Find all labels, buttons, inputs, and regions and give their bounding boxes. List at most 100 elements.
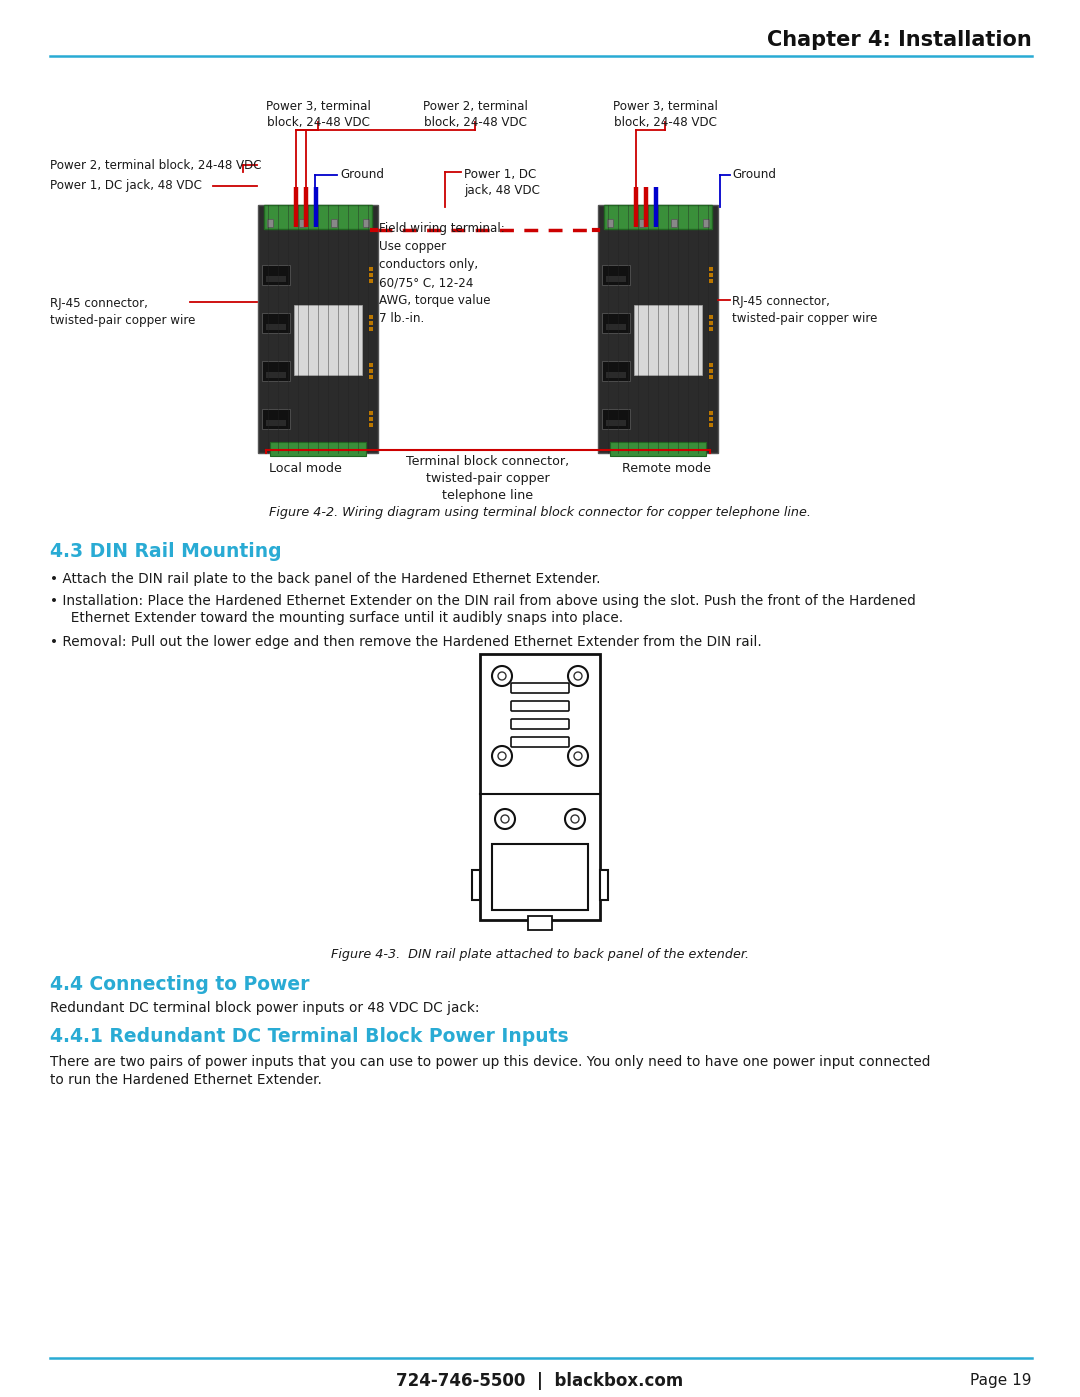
Bar [610, 441, 706, 455]
Circle shape [492, 746, 512, 766]
Bar [262, 313, 291, 332]
Text: Power 2, terminal
block, 24-48 VDC: Power 2, terminal block, 24-48 VDC [422, 101, 527, 129]
Bar [598, 205, 718, 453]
Bar [480, 654, 600, 921]
Text: Power 3, terminal
block, 24-48 VDC: Power 3, terminal block, 24-48 VDC [612, 101, 717, 129]
Text: Remote mode: Remote mode [622, 462, 712, 475]
Text: • Attach the DIN rail plate to the back panel of the Hardened Ethernet Extender.: • Attach the DIN rail plate to the back … [50, 571, 600, 585]
Bar [604, 205, 712, 229]
Text: Ethernet Extender toward the mounting surface until it audibly snaps into place.: Ethernet Extender toward the mounting su… [62, 610, 623, 624]
Text: • Installation: Place the Hardened Ethernet Extender on the DIN rail from above : • Installation: Place the Hardened Ether… [50, 594, 916, 608]
Bar [708, 411, 713, 415]
Bar [607, 219, 613, 226]
Bar [266, 324, 286, 330]
Text: There are two pairs of power inputs that you can use to power up this device. Yo: There are two pairs of power inputs that… [50, 1055, 930, 1069]
Bar [266, 277, 286, 282]
Bar [363, 219, 369, 226]
Bar [369, 321, 373, 326]
Bar [708, 267, 713, 271]
Text: 4.4 Connecting to Power: 4.4 Connecting to Power [50, 975, 310, 995]
Bar [369, 423, 373, 427]
Bar [369, 363, 373, 367]
Text: Power 2, terminal block, 24-48 VDC: Power 2, terminal block, 24-48 VDC [50, 158, 261, 172]
Circle shape [495, 809, 515, 828]
Bar [299, 219, 305, 226]
Text: Figure 4-2. Wiring diagram using terminal block connector for copper telephone l: Figure 4-2. Wiring diagram using termina… [269, 506, 811, 520]
Bar [606, 420, 626, 426]
Bar [369, 314, 373, 319]
Bar [634, 305, 702, 374]
Bar [602, 313, 630, 332]
FancyBboxPatch shape [511, 738, 569, 747]
Bar [671, 219, 677, 226]
Bar [708, 369, 713, 373]
Bar [639, 219, 645, 226]
Bar [708, 321, 713, 326]
Bar [708, 327, 713, 331]
Bar [602, 265, 630, 285]
Text: Power 1, DC jack, 48 VDC: Power 1, DC jack, 48 VDC [50, 179, 202, 193]
Bar [262, 265, 291, 285]
Text: Power 3, terminal
block, 24-48 VDC: Power 3, terminal block, 24-48 VDC [266, 101, 370, 129]
Circle shape [573, 752, 582, 760]
Bar [708, 416, 713, 420]
Bar [472, 870, 480, 900]
Bar [708, 314, 713, 319]
Bar [602, 360, 630, 381]
Bar [270, 441, 366, 455]
Bar [606, 372, 626, 379]
Bar [606, 277, 626, 282]
Text: to run the Hardened Ethernet Extender.: to run the Hardened Ethernet Extender. [50, 1073, 322, 1087]
Bar [708, 374, 713, 379]
Bar [369, 267, 373, 271]
Circle shape [565, 809, 585, 828]
Bar [264, 205, 372, 229]
Bar [262, 409, 291, 429]
Bar [492, 844, 588, 909]
Bar [708, 363, 713, 367]
Text: 4.4.1 Redundant DC Terminal Block Power Inputs: 4.4.1 Redundant DC Terminal Block Power … [50, 1027, 569, 1046]
Bar [258, 205, 378, 453]
Bar [294, 305, 362, 374]
Text: Ground: Ground [732, 169, 777, 182]
Bar [369, 416, 373, 420]
Circle shape [501, 814, 509, 823]
Bar [330, 219, 337, 226]
Text: RJ-45 connector,
twisted-pair copper wire: RJ-45 connector, twisted-pair copper wir… [732, 295, 877, 326]
Bar [528, 916, 552, 930]
Bar [369, 272, 373, 277]
FancyBboxPatch shape [511, 683, 569, 693]
Circle shape [573, 672, 582, 680]
Bar [369, 327, 373, 331]
Circle shape [498, 752, 507, 760]
Bar [262, 360, 291, 381]
Text: Figure 4-3.  DIN rail plate attached to back panel of the extender.: Figure 4-3. DIN rail plate attached to b… [330, 949, 750, 961]
Bar [369, 411, 373, 415]
Text: • Removal: Pull out the lower edge and then remove the Hardened Ethernet Extende: • Removal: Pull out the lower edge and t… [50, 636, 761, 650]
FancyBboxPatch shape [511, 701, 569, 711]
Circle shape [492, 666, 512, 686]
Bar [600, 870, 608, 900]
Circle shape [498, 672, 507, 680]
Bar [708, 423, 713, 427]
Bar [369, 369, 373, 373]
Text: Chapter 4: Installation: Chapter 4: Installation [767, 29, 1032, 50]
Text: Ground: Ground [340, 169, 384, 182]
Text: Redundant DC terminal block power inputs or 48 VDC DC jack:: Redundant DC terminal block power inputs… [50, 1002, 480, 1016]
Bar [703, 219, 708, 226]
Bar [266, 372, 286, 379]
Text: Power 1, DC
jack, 48 VDC: Power 1, DC jack, 48 VDC [464, 168, 540, 197]
Bar [266, 420, 286, 426]
Bar [602, 409, 630, 429]
Bar [369, 374, 373, 379]
Text: Field wiring terminal:
Use copper
conductors only,
60/75° C, 12-24
AWG, torque v: Field wiring terminal: Use copper conduc… [379, 222, 504, 326]
FancyBboxPatch shape [511, 719, 569, 729]
Text: RJ-45 connector,
twisted-pair copper wire: RJ-45 connector, twisted-pair copper wir… [50, 298, 195, 327]
Text: Terminal block connector,
twisted-pair copper
telephone line: Terminal block connector, twisted-pair c… [406, 455, 569, 502]
Text: Local mode: Local mode [269, 462, 341, 475]
Text: Page 19: Page 19 [971, 1373, 1032, 1389]
Bar [606, 324, 626, 330]
Bar [267, 219, 273, 226]
Circle shape [571, 814, 579, 823]
Bar [369, 279, 373, 284]
